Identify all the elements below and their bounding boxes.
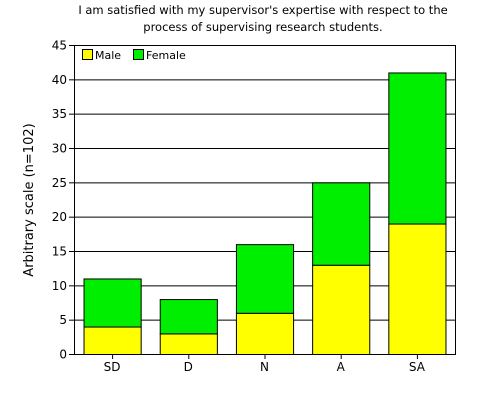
- y-tick-label: 30: [52, 142, 67, 156]
- y-tick-label: 20: [52, 210, 67, 224]
- x-tick-label: SD: [104, 360, 121, 374]
- bar-male-d: [159, 333, 218, 355]
- axes: [69, 45, 456, 359]
- bar-male-sd: [83, 326, 142, 355]
- chart-title: I am satisfied with my supervisor's expe…: [78, 3, 447, 34]
- x-tick-labels: SD D N A SA: [104, 360, 426, 374]
- legend-label-male: Male: [95, 49, 121, 62]
- bar-male-a: [312, 264, 371, 356]
- plot-frame: [74, 45, 456, 355]
- bar-male-n: [235, 312, 295, 355]
- y-tick-label: 35: [52, 107, 67, 121]
- legend: Male Female: [78, 47, 190, 65]
- x-tick-label: D: [184, 360, 193, 374]
- x-tick-label: N: [260, 360, 269, 374]
- bar-male-sa: [388, 223, 447, 355]
- y-tick-labels: 0 5 10 15 20 25 30 35 40 45: [52, 39, 67, 362]
- bar-female-a: [312, 182, 371, 266]
- y-tick-label: 15: [52, 245, 67, 259]
- x-tick-label: SA: [409, 360, 426, 374]
- chart-title-line-1: I am satisfied with my supervisor's expe…: [78, 3, 447, 17]
- bar-female-n: [235, 244, 295, 314]
- y-axis-label: Arbitrary scale (n=102): [22, 123, 37, 276]
- y-tick-label: 25: [52, 176, 67, 190]
- y-tick-label: 0: [59, 348, 67, 362]
- chart-title-line-2: process of supervising research students…: [143, 20, 382, 34]
- legend-swatch-female: [133, 49, 144, 60]
- y-tick-label: 40: [52, 73, 67, 87]
- x-tick-label: A: [337, 360, 346, 374]
- bars: [83, 72, 447, 356]
- legend-label-female: Female: [146, 49, 186, 62]
- legend-swatch-male: [82, 49, 93, 60]
- y-tick-label: 10: [52, 279, 67, 293]
- bar-female-sd: [83, 278, 142, 328]
- bar-female-d: [159, 299, 218, 335]
- y-tick-label: 45: [52, 39, 67, 53]
- y-tick-label: 5: [59, 313, 67, 327]
- bar-female-sa: [388, 72, 447, 225]
